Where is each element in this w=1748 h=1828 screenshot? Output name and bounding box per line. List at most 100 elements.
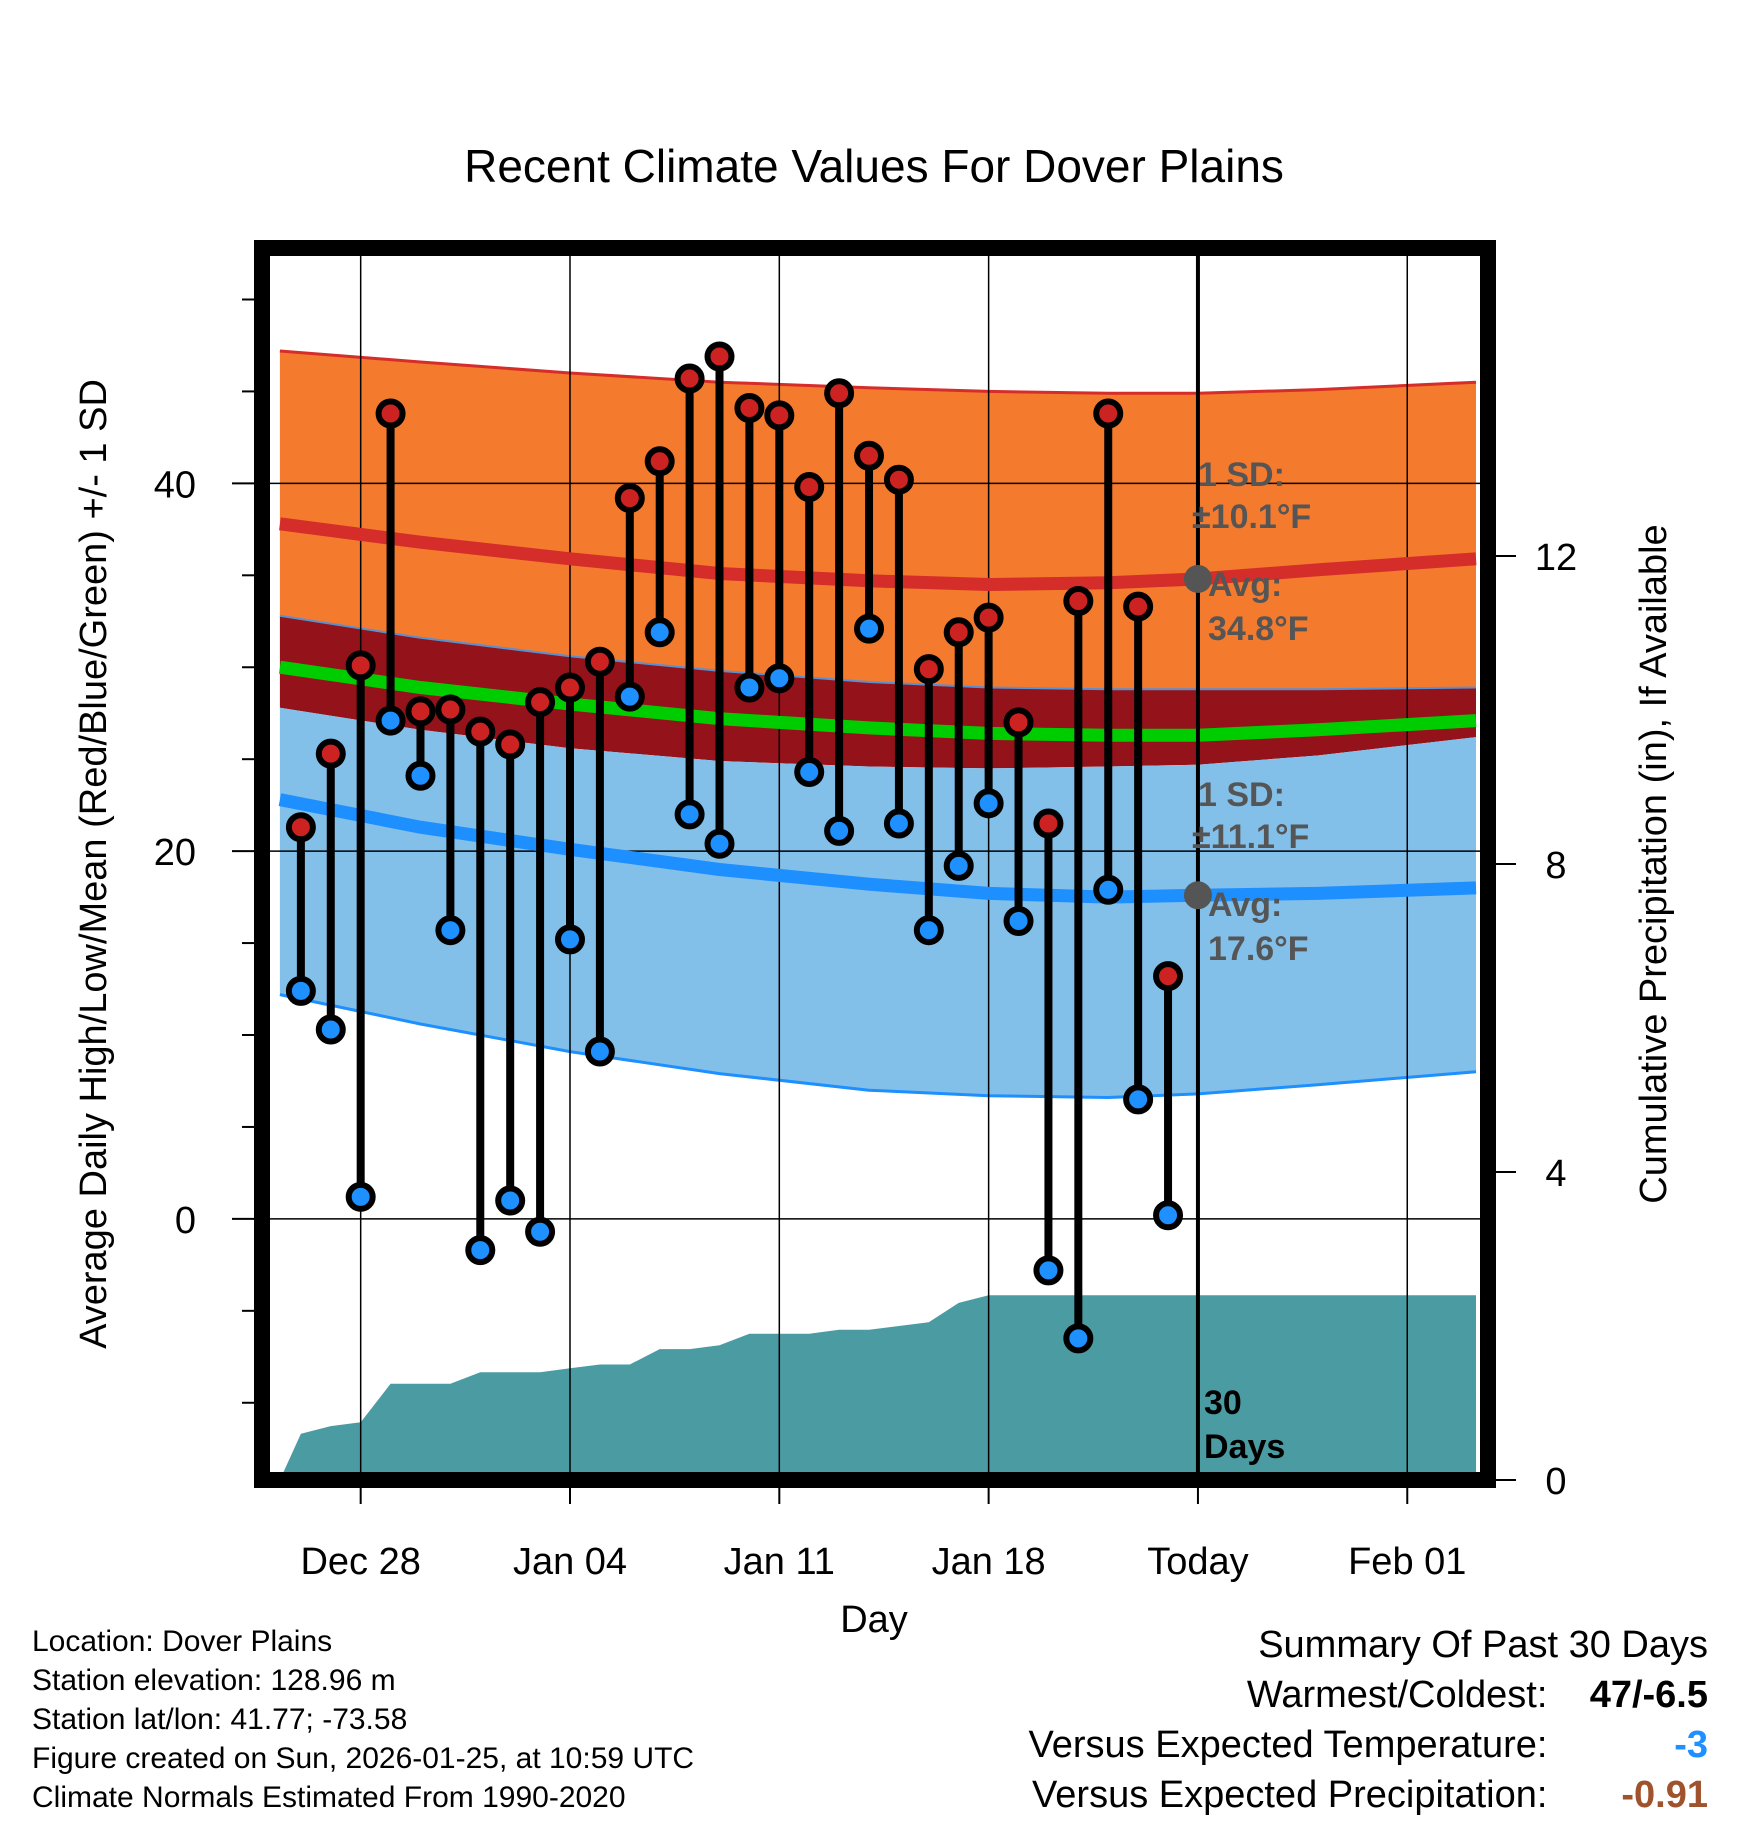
- left-tick-label: 20: [154, 832, 196, 874]
- right-tick-label: 0: [1545, 1461, 1566, 1503]
- low-sd-value: ±11.1°F: [1192, 818, 1309, 856]
- summary-row-warm-cold: Warmest/Coldest: 47/-6.5: [808, 1670, 1708, 1720]
- x-tick-label: Dec 28: [300, 1541, 420, 1583]
- daily-range: [525, 687, 556, 1247]
- x-tick-label: Jan 18: [932, 1541, 1046, 1583]
- x-tick-label: Today: [1147, 1541, 1248, 1583]
- daily-low-point: [1153, 1200, 1184, 1231]
- high-avg-label: Avg:: [1208, 566, 1282, 604]
- daily-low-point: [584, 1036, 615, 1067]
- daily-low-point: [674, 799, 705, 830]
- low-avg-value: 17.6°F: [1208, 930, 1309, 968]
- daily-high-point: [584, 646, 615, 677]
- daily-range: [674, 363, 705, 830]
- daily-range: [704, 341, 735, 859]
- daily-high-point: [704, 341, 735, 372]
- daily-low-point: [1093, 874, 1124, 905]
- chart-title: Recent Climate Values For Dover Plains: [464, 140, 1284, 192]
- precip-layer: [279, 1295, 1477, 1480]
- low-avg-label: Avg:: [1208, 886, 1282, 924]
- daily-high-point: [1063, 586, 1094, 617]
- meta-latlon: Station lat/lon: 41.77; -73.58: [32, 1703, 408, 1736]
- meta-location: Location: Dover Plains: [32, 1625, 333, 1658]
- daily-high-point: [465, 716, 496, 747]
- daily-high-point: [435, 694, 466, 725]
- today-layer: [1183, 256, 1212, 1472]
- high-upper-edge: [279, 349, 1477, 395]
- plot-frame: [254, 240, 1496, 1488]
- daily-low-point: [315, 1014, 346, 1045]
- daily-high-point: [913, 654, 944, 685]
- warm-cold-value: 47/-6.5: [1589, 1674, 1708, 1716]
- daily-low-point: [973, 788, 1004, 819]
- daily-range: [854, 440, 885, 644]
- summary-row-precip: Versus Expected Precipitation: -0.91: [808, 1770, 1708, 1820]
- daily-range: [913, 654, 944, 946]
- x-axis-label: Day: [840, 1599, 908, 1641]
- warm-cold-label: Warmest/Coldest:: [1246, 1674, 1548, 1716]
- daily-low-point: [405, 760, 436, 791]
- daily-high-point: [285, 812, 316, 843]
- daily-range: [375, 398, 406, 736]
- daily-low-point: [285, 975, 316, 1006]
- right-tick-label: 12: [1535, 537, 1577, 579]
- daily-range: [554, 672, 585, 955]
- days-note-label: Days: [1204, 1428, 1285, 1466]
- daily-range: [495, 729, 526, 1216]
- plot-area: [270, 256, 1480, 1480]
- daily-range: [1093, 398, 1124, 905]
- x-tick-label: Jan 04: [513, 1541, 627, 1583]
- daily-low-point: [614, 681, 645, 712]
- daily-high-point: [614, 483, 645, 514]
- daily-range: [824, 378, 855, 846]
- daily-low-point: [375, 705, 406, 736]
- precip-anomaly-value: -0.91: [1621, 1774, 1708, 1816]
- right-axis-label: Cumulative Precipitation (in), If Availa…: [1633, 524, 1675, 1203]
- daily-high-point: [943, 617, 974, 648]
- low-sd-label: 1 SD:: [1198, 776, 1285, 814]
- daily-low-point: [704, 828, 735, 859]
- daily-low-point: [345, 1181, 376, 1212]
- daily-high-point: [1033, 808, 1064, 839]
- daily-high-point: [644, 446, 675, 477]
- daily-range: [1063, 586, 1094, 1354]
- high-sd-value: ±10.1°F: [1192, 498, 1311, 536]
- station-metadata: Location: Dover Plains Station elevation…: [32, 1622, 694, 1817]
- daily-high-point: [854, 440, 885, 471]
- left-axis: 0 20 40: [154, 298, 254, 1404]
- left-tick-label: 0: [175, 1200, 196, 1242]
- daily-high-point: [973, 602, 1004, 633]
- gridlines: [270, 256, 1480, 1472]
- daily-low-point: [644, 617, 675, 648]
- daily-high-point: [1003, 707, 1034, 738]
- precip-area: [279, 1295, 1477, 1480]
- daily-range: [405, 696, 436, 791]
- daily-low-point: [764, 663, 795, 694]
- daily-low-point: [883, 808, 914, 839]
- daily-low-point: [1003, 906, 1034, 937]
- days-note-number: 30: [1204, 1384, 1242, 1422]
- daily-low-point: [943, 850, 974, 881]
- daily-range: [1003, 707, 1034, 937]
- daily-high-point: [315, 738, 346, 769]
- low-normal-marker: [1183, 881, 1212, 910]
- daily-high-point: [1153, 961, 1184, 992]
- left-tick-label: 40: [154, 464, 196, 506]
- daily-range: [435, 694, 466, 946]
- x-tick-label: Feb 01: [1348, 1541, 1466, 1583]
- daily-high-point: [1093, 398, 1124, 429]
- daily-range: [614, 483, 645, 712]
- daily-high-point: [764, 400, 795, 431]
- high-normal-line: [279, 517, 1477, 592]
- meta-normals: Climate Normals Estimated From 1990-2020: [32, 1781, 626, 1814]
- temp-anomaly-value: -3: [1674, 1724, 1708, 1766]
- high-sd-band: [279, 351, 1476, 690]
- daily-low-point: [1033, 1255, 1064, 1286]
- daily-low-point: [734, 672, 765, 703]
- daily-range: [584, 646, 615, 1067]
- meta-created: Figure created on Sun, 2026-01-25, at 10…: [32, 1742, 695, 1775]
- meta-elevation: Station elevation: 128.96 m: [32, 1664, 396, 1697]
- daily-range: [734, 392, 765, 703]
- daily-high-point: [554, 672, 585, 703]
